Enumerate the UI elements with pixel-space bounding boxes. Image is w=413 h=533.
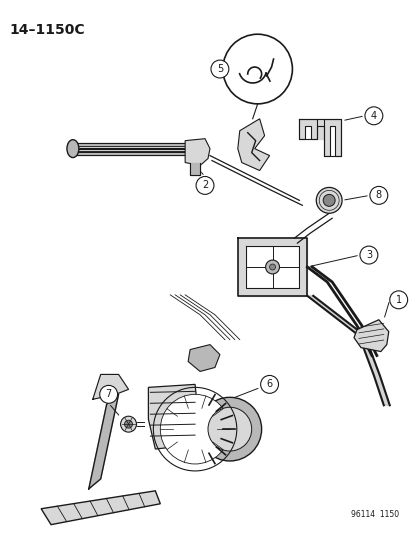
- Circle shape: [316, 188, 341, 213]
- Circle shape: [260, 375, 278, 393]
- Text: 2: 2: [202, 181, 208, 190]
- Polygon shape: [125, 422, 136, 426]
- Polygon shape: [185, 139, 209, 166]
- Polygon shape: [245, 246, 299, 288]
- Circle shape: [124, 420, 132, 428]
- Circle shape: [211, 60, 228, 78]
- Polygon shape: [306, 296, 389, 405]
- Circle shape: [359, 246, 377, 264]
- Circle shape: [323, 195, 335, 206]
- Circle shape: [207, 407, 251, 451]
- Text: 1: 1: [395, 295, 401, 305]
- Circle shape: [369, 187, 387, 204]
- Circle shape: [269, 264, 275, 270]
- Circle shape: [197, 397, 261, 461]
- Text: 3: 3: [365, 250, 371, 260]
- Polygon shape: [93, 375, 128, 399]
- Text: 8: 8: [375, 190, 381, 200]
- Polygon shape: [299, 119, 316, 139]
- Polygon shape: [88, 394, 118, 489]
- Polygon shape: [148, 384, 199, 449]
- Circle shape: [364, 107, 382, 125]
- Polygon shape: [190, 163, 199, 175]
- Text: 96114  1150: 96114 1150: [350, 510, 398, 519]
- Text: 6: 6: [266, 379, 272, 390]
- Circle shape: [100, 385, 117, 403]
- Circle shape: [389, 291, 407, 309]
- Polygon shape: [188, 345, 219, 372]
- Text: 5: 5: [216, 64, 223, 74]
- Polygon shape: [323, 119, 340, 156]
- Circle shape: [120, 416, 136, 432]
- Circle shape: [160, 394, 229, 464]
- Ellipse shape: [67, 140, 78, 158]
- Text: 4: 4: [370, 111, 376, 121]
- Circle shape: [222, 34, 292, 104]
- Polygon shape: [237, 119, 269, 171]
- Text: 14–1150C: 14–1150C: [9, 23, 85, 37]
- Polygon shape: [237, 238, 306, 296]
- Polygon shape: [353, 320, 388, 352]
- Text: 7: 7: [105, 389, 112, 399]
- Circle shape: [265, 260, 279, 274]
- Polygon shape: [316, 119, 323, 139]
- Polygon shape: [41, 491, 160, 524]
- Circle shape: [196, 176, 214, 195]
